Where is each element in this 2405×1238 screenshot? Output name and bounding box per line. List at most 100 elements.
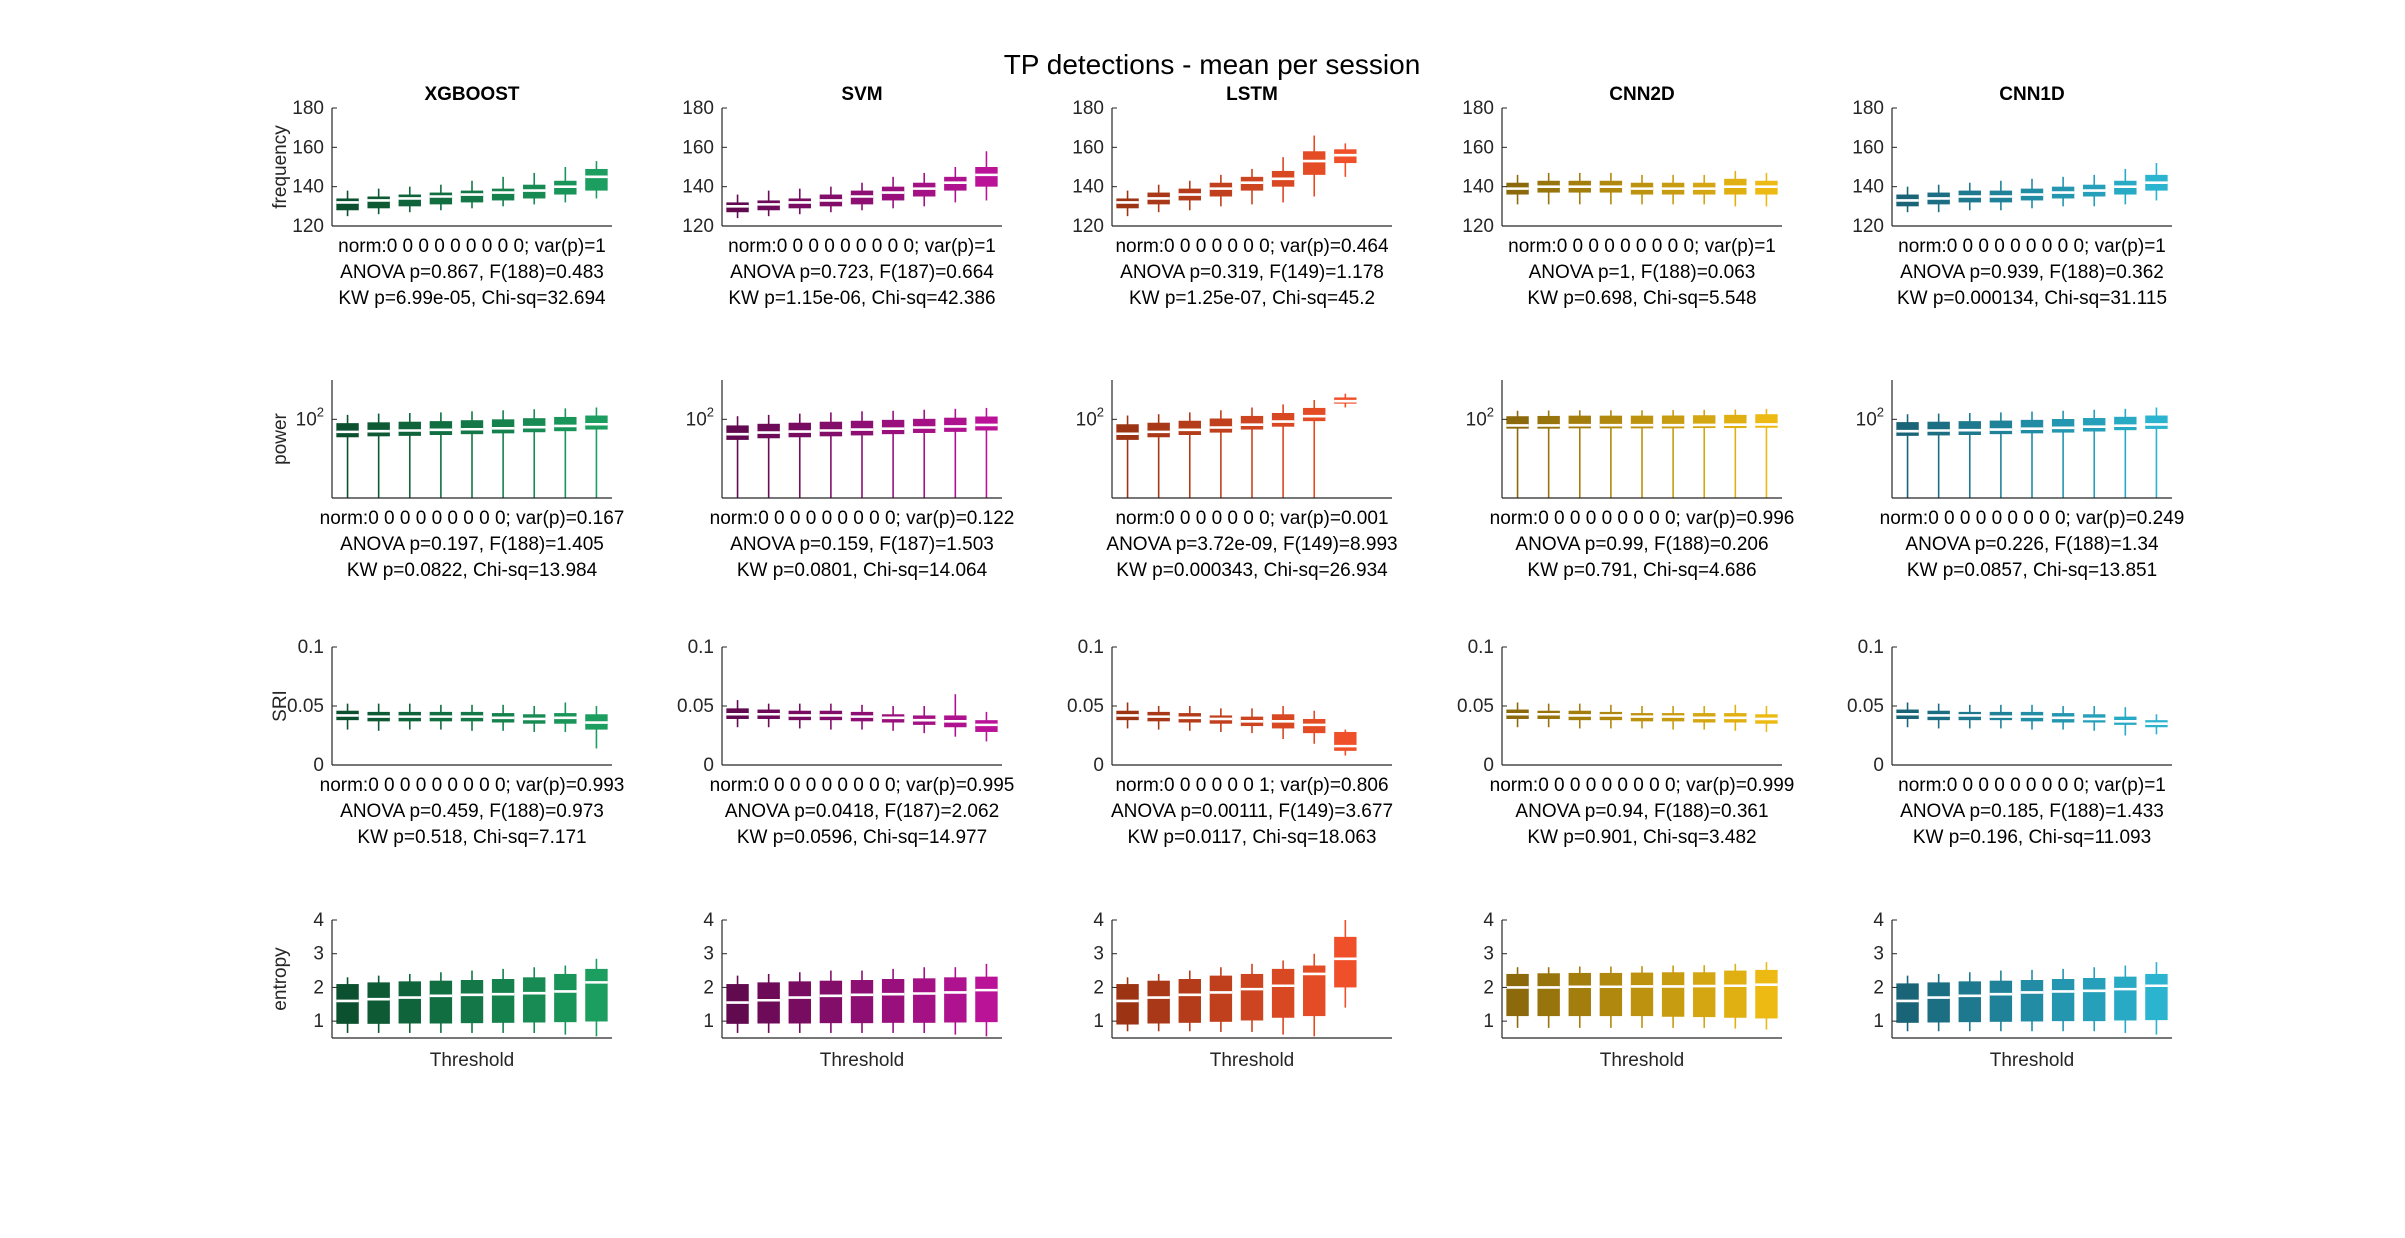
stats-line: ANOVA p=0.00111, F(149)=3.677 <box>1111 801 1393 822</box>
stats-line: norm:0 0 0 0 0 0 0 0 0; var(p)=0.167 <box>320 508 625 529</box>
box-4 <box>1209 708 1233 732</box>
box-5 <box>460 411 484 498</box>
y-tick-label: 0.1 <box>688 637 714 658</box>
stats-line: ANOVA p=0.723, F(187)=0.664 <box>730 262 994 283</box>
y-tick-label: 160 <box>292 137 324 158</box>
box-3 <box>1178 706 1201 731</box>
box-body <box>1537 973 1560 1017</box>
stats-line: KW p=0.000134, Chi-sq=31.115 <box>1897 288 2167 309</box>
box-body <box>585 415 608 430</box>
box-8 <box>944 408 967 498</box>
box-2 <box>1537 703 1560 728</box>
box-8 <box>554 702 577 732</box>
stats-line: norm:0 0 0 0 0 0 0 0 0; var(p)=0.249 <box>1880 508 2185 529</box>
y-tick-label: 0.1 <box>1468 637 1494 658</box>
box-5 <box>850 704 874 730</box>
y-tick-label: 102 <box>686 404 714 430</box>
y-tick-label: 4 <box>1873 910 1884 931</box>
stats-line: ANOVA p=0.939, F(188)=0.362 <box>1900 262 2164 283</box>
box-9 <box>1755 408 1778 498</box>
box-9 <box>2145 163 2168 201</box>
y-tick-label: 3 <box>313 944 324 965</box>
y-tick-label: 0.05 <box>677 696 714 717</box>
box-5 <box>460 180 484 209</box>
box-3 <box>1178 970 1201 1032</box>
box-3 <box>1178 180 1201 211</box>
box-5 <box>460 704 484 731</box>
y-tick-label: 3 <box>703 944 714 965</box>
box-1 <box>1896 186 1919 213</box>
y-tick-label: 160 <box>1852 137 1884 158</box>
box-7 <box>913 172 936 207</box>
box-8 <box>944 694 967 737</box>
y-tick-label: 0.05 <box>1457 696 1494 717</box>
box-5 <box>2020 704 2044 730</box>
box-4 <box>429 184 453 211</box>
y-tick-label: 3 <box>1093 944 1104 965</box>
box-body <box>975 976 998 1023</box>
box-1 <box>1116 190 1139 217</box>
box-2 <box>367 975 390 1033</box>
box-3 <box>788 188 811 215</box>
box-body <box>1755 969 1778 1019</box>
box-1 <box>1896 702 1919 728</box>
stats-line: KW p=0.0596, Chi-sq=14.977 <box>737 827 987 848</box>
subplot-power-svm: 102 norm:0 0 0 0 0 0 0 0 0; var(p)=0.122 A… <box>686 380 1014 581</box>
box-4 <box>429 412 453 498</box>
box-5 <box>1240 708 1264 734</box>
box-7 <box>523 409 546 498</box>
box-1 <box>1116 977 1139 1032</box>
box-9 <box>1755 706 1778 732</box>
box-body <box>2051 979 2075 1022</box>
stats-line: KW p=0.0857, Chi-sq=13.851 <box>1907 560 2157 581</box>
box-body <box>1240 415 1264 430</box>
y-tick-label: 1 <box>313 1011 324 1032</box>
box-2 <box>757 190 780 217</box>
y-tick-label: 160 <box>1072 137 1104 158</box>
box-7 <box>1303 135 1326 197</box>
y-tick-label: 0.05 <box>1067 696 1104 717</box>
box-8 <box>2114 965 2137 1033</box>
stats-line: KW p=1.15e-06, Chi-sq=42.386 <box>728 288 995 309</box>
y-tick-label: 140 <box>292 177 324 198</box>
box-3 <box>788 413 811 498</box>
stats-line: KW p=0.698, Chi-sq=5.548 <box>1527 288 1756 309</box>
y-tick-label: 1 <box>703 1011 714 1032</box>
box-body <box>881 419 905 435</box>
box-body <box>913 418 936 433</box>
box-body <box>491 419 515 434</box>
box-3 <box>1568 966 1591 1028</box>
box-body <box>1147 980 1170 1024</box>
box-body <box>2083 418 2106 432</box>
box-body <box>398 194 421 207</box>
box-3 <box>1958 704 1981 729</box>
subplot-entropy-svm: 1 2 3 4 Threshold <box>703 910 1002 1071</box>
box-7 <box>1303 953 1326 1037</box>
box-4 <box>1989 704 2013 729</box>
box-9 <box>585 407 608 498</box>
y-tick-label: 1 <box>1483 1011 1494 1032</box>
box-2 <box>1927 973 1950 1032</box>
box-body <box>757 982 780 1024</box>
box-9 <box>585 958 608 1037</box>
box-body <box>1506 416 1529 429</box>
box-2 <box>1147 706 1170 730</box>
y-tick-label: 4 <box>313 910 324 931</box>
box-body <box>1599 972 1623 1017</box>
box-5 <box>2020 178 2044 209</box>
stats-line: ANOVA p=0.197, F(188)=1.405 <box>340 534 604 555</box>
box-8 <box>1334 729 1357 756</box>
box-4 <box>429 972 453 1033</box>
subplot-entropy-lstm: 1 2 3 4 Threshold <box>1093 910 1392 1071</box>
box-7 <box>1693 965 1716 1028</box>
box-body <box>2020 419 2044 434</box>
box-body <box>1958 421 1981 435</box>
box-body <box>491 188 515 201</box>
stats-line: KW p=1.25e-07, Chi-sq=45.2 <box>1129 288 1375 309</box>
box-1 <box>336 977 359 1033</box>
box-1 <box>1506 967 1529 1028</box>
box-8 <box>1724 409 1747 498</box>
box-8 <box>1334 920 1357 1008</box>
